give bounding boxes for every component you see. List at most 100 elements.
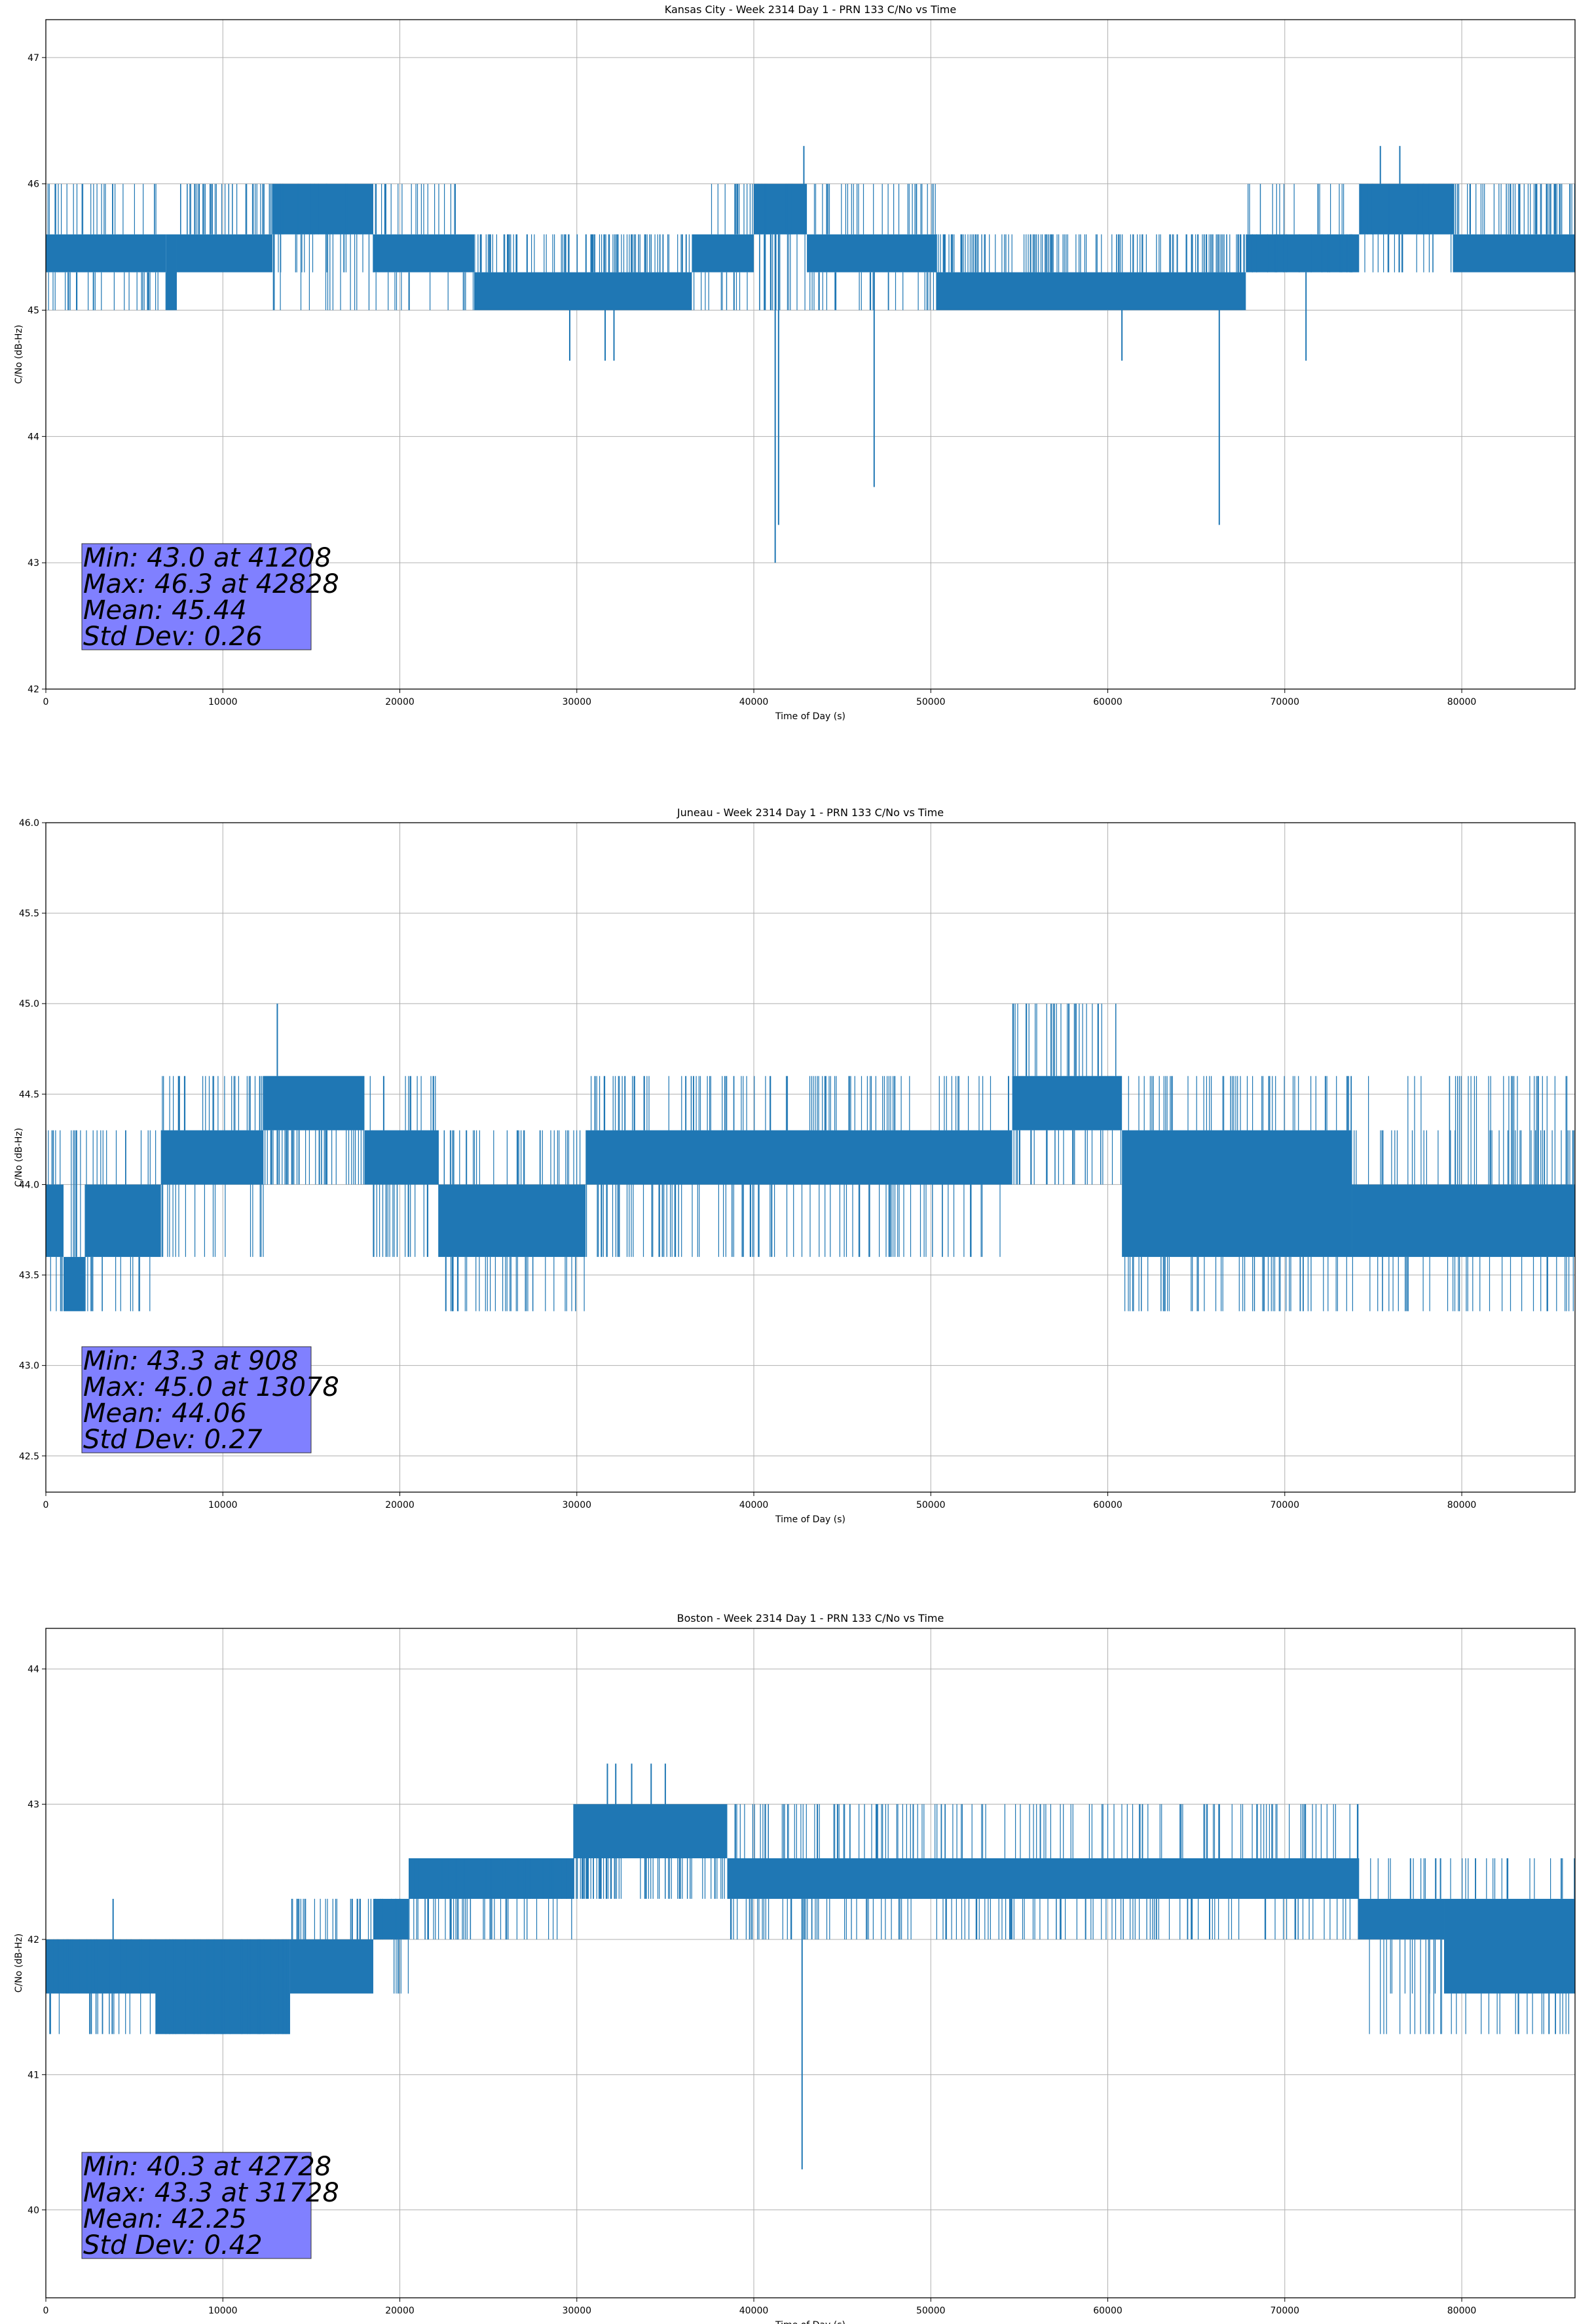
x-tick-label: 30000 [562,1500,591,1510]
y-tick-label: 44 [28,1664,39,1675]
y-tick-label: 41 [28,2070,39,2080]
stats-box-background [81,1346,312,1453]
plot-frame [45,1628,1576,2298]
series-band [1352,1184,1575,1257]
stats-box-background [81,2152,312,2259]
chart-title: Kansas City - Week 2314 Day 1 - PRN 133 … [665,3,956,16]
y-tick-label: 45.0 [19,999,39,1009]
series-band [155,1939,290,2034]
x-tick-label: 40000 [739,2306,769,2316]
y-tick-label: 43.0 [19,1361,39,1372]
y-tick-label: 44.0 [19,1180,39,1190]
stats-line: Min: 43.0 at 41208 [83,543,331,573]
plot-frame [45,822,1576,1493]
stats-line: Max: 46.3 at 42828 [83,569,339,599]
series-band [727,1858,1360,1899]
stats-line: Max: 43.3 at 31728 [83,2178,339,2208]
x-tick-label: 50000 [916,697,946,707]
stats-line: Mean: 45.44 [83,595,247,626]
x-tick-label: 10000 [208,697,238,707]
y-tick-label: 46 [28,179,39,190]
series-band [807,234,937,272]
series-band [46,1184,64,1257]
y-tick-label: 44.5 [19,1089,39,1100]
x-tick-label: 70000 [1271,1500,1300,1510]
y-axis-label: C/No (dB-Hz) [14,1128,24,1187]
stats-line: Min: 40.3 at 42728 [83,2152,331,2182]
series-noise [474,234,690,272]
plot-frame [45,19,1576,690]
x-tick-label: 80000 [1447,2306,1477,2316]
chart-2: 0 10000 20000 30000 40000 50000 60000 70000 8000… [14,806,1576,1525]
series-noise [1124,1076,1352,1311]
series-band [176,234,272,272]
y-tick-label: 40 [28,2205,39,2216]
x-tick-label: 80000 [1447,697,1477,707]
x-tick-label: 60000 [1093,697,1122,707]
series-band [1012,1076,1122,1131]
x-tick-label: 40000 [739,697,769,707]
series-band [754,183,807,234]
x-tick-label: 50000 [916,1500,946,1510]
x-tick-label: 70000 [1271,697,1300,707]
y-tick-label: 47 [28,53,39,64]
chart-title: Boston - Week 2314 Day 1 - PRN 133 C/No … [677,1612,944,1624]
series-band [166,234,177,310]
x-tick-label: 30000 [562,2306,591,2316]
x-tick-label: 0 [43,1500,49,1510]
series-band [936,272,1246,310]
x-axis-label: Time of Day (s) [775,711,845,722]
series-band [573,1804,728,1858]
x-tick-label: 20000 [385,1500,415,1510]
stats-line: Mean: 44.06 [83,1398,247,1429]
stats-line: Std Dev: 0.42 [83,2230,263,2260]
x-tick-label: 60000 [1093,1500,1122,1510]
series-band [64,1256,85,1311]
series-band [474,272,692,310]
series-band [692,234,754,272]
series-band [1359,1898,1445,1940]
series-noise [45,1130,157,1311]
series-noise [272,183,474,310]
x-tick-label: 70000 [1271,2306,1300,2316]
series-band [46,234,166,272]
series-noise [572,1858,725,1899]
series-noise [47,183,166,310]
series-band [373,1898,409,1940]
series-band [289,1939,373,1994]
series-band [373,234,475,272]
series-noise [730,1804,1360,1940]
series-noise [443,1130,585,1311]
y-tick-label: 43.5 [19,1271,39,1281]
y-tick-label: 44 [28,432,39,442]
x-axis-label: Time of Day (s) [775,1514,845,1525]
stats-line: Max: 45.0 at 13078 [83,1372,339,1402]
series-noise [936,234,1245,272]
x-tick-label: 30000 [562,697,591,707]
series-noise [369,1076,439,1257]
x-tick-label: 20000 [385,2306,415,2316]
series-noise [586,1076,1009,1257]
y-tick-label: 45.5 [19,909,39,919]
y-tick-label: 45 [28,306,39,316]
series-band [84,1184,161,1257]
series-noise [694,183,806,310]
chart-1: 0 10000 20000 30000 40000 50000 60000 70000 8000… [14,3,1576,722]
x-tick-label: 20000 [385,697,415,707]
series-noise [1012,1003,1122,1185]
series-band [585,1130,1012,1185]
x-tick-label: 10000 [208,2306,238,2316]
series-noise [161,1076,264,1257]
y-tick-label: 43 [28,1799,39,1810]
series-band [160,1130,264,1185]
data-series [45,1003,1575,1311]
series-noise [265,1130,364,1185]
data-series [46,145,1575,563]
x-tick-label: 10000 [208,1500,238,1510]
x-tick-label: 0 [43,697,49,707]
series-noise [1453,183,1575,234]
